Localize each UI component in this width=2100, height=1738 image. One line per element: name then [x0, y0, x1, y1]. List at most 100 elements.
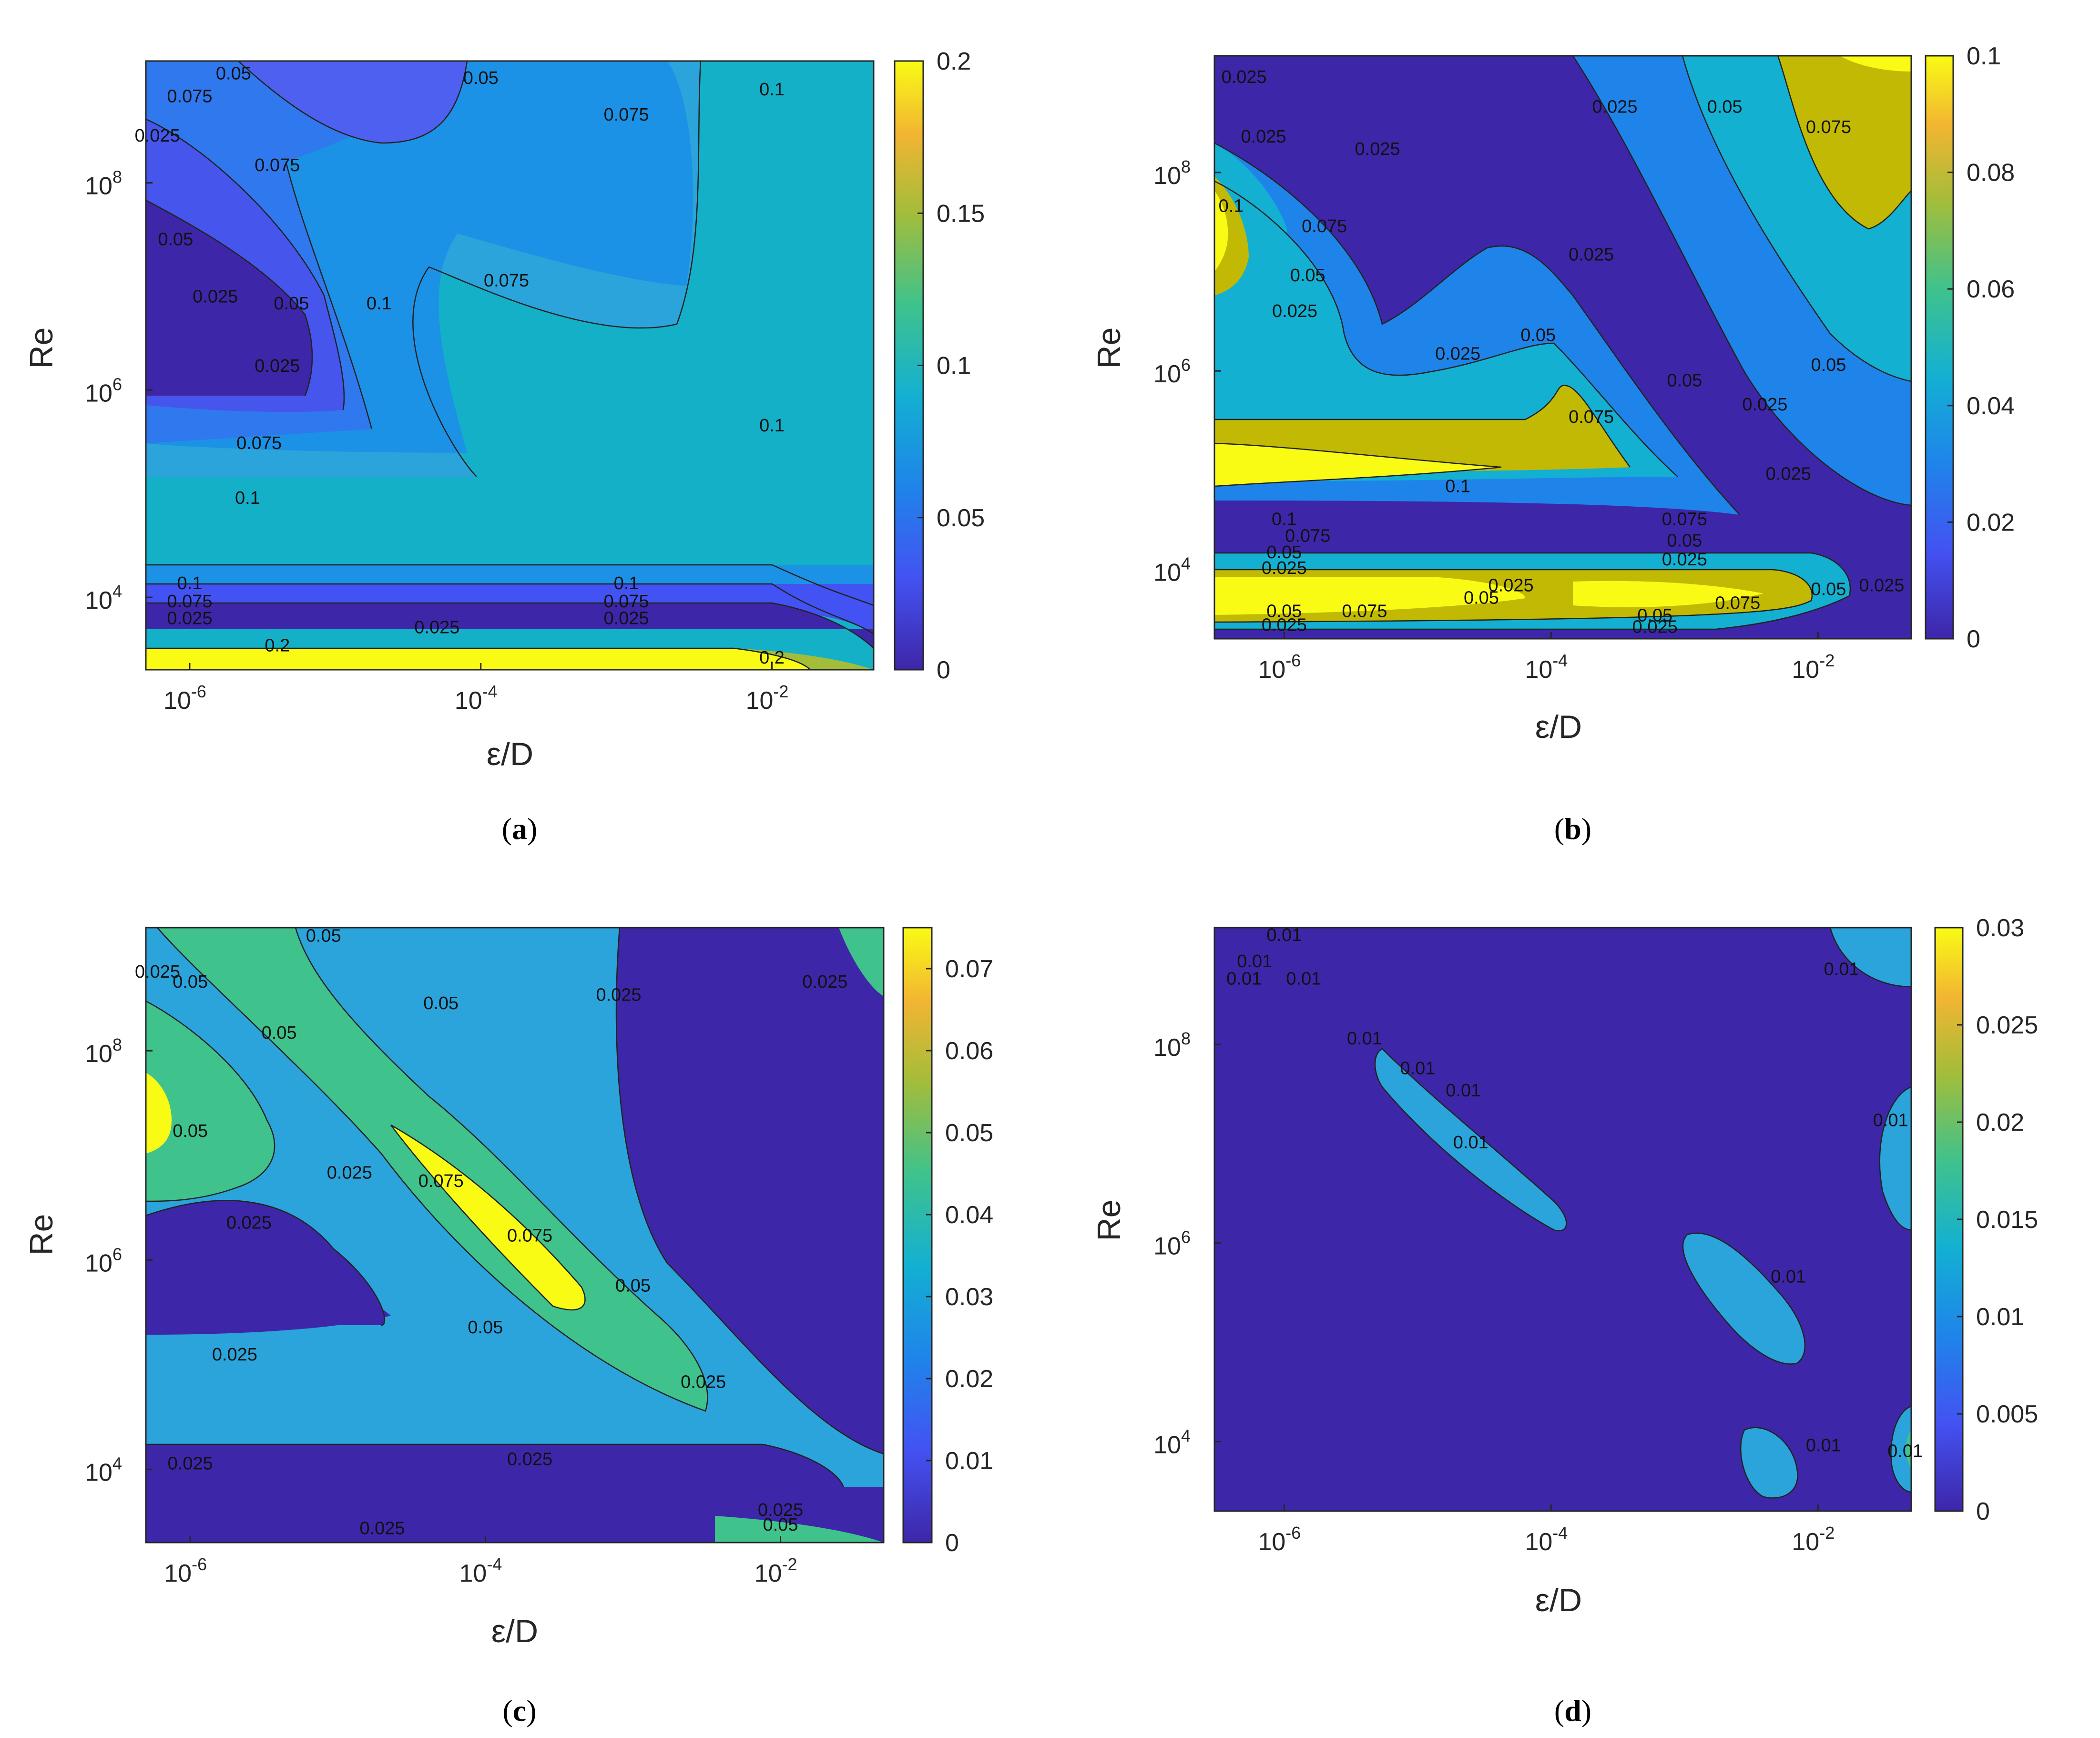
contour-label: 0.05	[173, 1121, 208, 1141]
y-tick-label: 108	[1153, 1029, 1191, 1062]
contour-label: 0.025	[1355, 139, 1400, 159]
colorbar-tick-label: 0.1	[937, 352, 971, 380]
contour-label: 0.025	[1742, 395, 1787, 415]
x-tick-label: 10-2	[1792, 1523, 1835, 1556]
colorbar-tick-label: 0.04	[1967, 392, 2015, 420]
contour-label: 0.075	[1715, 593, 1760, 613]
colorbar-tick-label: 0.05	[945, 1119, 993, 1147]
contour-label: 0.075	[167, 592, 212, 612]
contour-label: 0.05	[1667, 531, 1702, 551]
contour-label: 0.025	[359, 1519, 405, 1539]
contour-label: 0.01	[1824, 959, 1859, 979]
y-axis-label-a: Re	[23, 327, 60, 369]
contour-label: 0.025	[1859, 576, 1904, 596]
colorbar-c	[902, 927, 933, 1544]
caption-d: (d)	[1554, 1694, 1591, 1728]
contour-label: 0.05	[274, 294, 309, 314]
y-tick-label: 106	[1153, 1227, 1191, 1260]
colorbar-tick-label: 0.15	[937, 200, 985, 227]
contour-label: 0.05	[1266, 542, 1302, 562]
contour-label: 0.075	[484, 271, 529, 291]
contour-label: 0.025	[1262, 558, 1307, 578]
contour-label: 0.025	[1222, 67, 1267, 87]
colorbar-tick-label: 0.02	[1967, 509, 2015, 536]
contour-label: 0.025	[1662, 550, 1707, 570]
colorbar-tick-label: 0.01	[945, 1447, 993, 1475]
contour-label: 0.025	[327, 1163, 372, 1183]
contour-label: 0.05	[173, 972, 208, 992]
contour-label: 0.05	[1811, 355, 1846, 375]
contour-label: 0.1	[1272, 509, 1297, 529]
y-tick-label: 106	[85, 1244, 122, 1277]
contour-label: 0.025	[596, 985, 641, 1005]
colorbar-tick-label: 0.025	[1976, 1012, 2038, 1039]
panel-d: 0.010.010.010.010.010.010.010.010.010.01…	[1091, 914, 2038, 1728]
panel-c: 0.05 0.025 0.05 0.05 0.05 0.025 0.025 0.05 0.025…	[23, 926, 993, 1728]
colorbar-tick-label: 0.02	[1976, 1109, 2024, 1136]
contour-label: 0.1	[614, 573, 639, 593]
y-tick-label: 104	[1153, 553, 1191, 586]
y-tick-label: 106	[1153, 355, 1191, 388]
contour-label: 0.075	[1806, 117, 1851, 137]
contour-label: 0.1	[759, 80, 785, 100]
x-axis-label-c: ε/D	[491, 1613, 538, 1649]
contour-label: 0.05	[615, 1276, 651, 1296]
colorbar-b	[1925, 55, 1954, 640]
contour-label: 0.01	[1237, 951, 1272, 971]
x-tick-label: 10-4	[1525, 1523, 1568, 1556]
panel-b: 0.0250.0250.10.0250.0750.050.0250.0250.0…	[1091, 42, 2015, 846]
contour-plot-b	[1214, 56, 1911, 639]
contour-label: 0.075	[507, 1226, 552, 1246]
y-tick-label: 106	[85, 374, 122, 407]
contour-label: 0.025	[1766, 464, 1811, 484]
x-tick-label: 10-6	[163, 682, 206, 715]
axes-frame-c	[145, 927, 885, 1544]
contour-label: 0.05	[1637, 605, 1672, 625]
contour-label: 0.075	[255, 155, 300, 175]
contour-label: 0.05	[1520, 325, 1556, 345]
contour-label: 0.05	[1464, 588, 1499, 608]
colorbar-tick-label: 0.1	[1967, 42, 2001, 70]
caption-b: (b)	[1554, 812, 1591, 846]
x-tick-label: 10-4	[455, 682, 498, 715]
colorbar-tick-label: 0.005	[1976, 1401, 2038, 1428]
colorbar-tick-label: 0.06	[1967, 276, 2015, 303]
contour-label: 0.1	[367, 294, 392, 314]
contour-label: 0.1	[1445, 477, 1470, 497]
contour-label: 0.075	[1662, 509, 1707, 529]
colorbar-tick-label: 0	[945, 1529, 959, 1557]
panel-a: 0.05 0.050.0750.10.0750.0250.0750.050.025…	[23, 48, 985, 846]
contour-label: 0.05	[306, 926, 341, 946]
contour-label: 0.01	[1266, 925, 1302, 945]
x-axis-label-b: ε/D	[1535, 709, 1582, 745]
contour-label: 0.025	[255, 356, 300, 376]
y-tick-label: 108	[1153, 157, 1191, 190]
contour-label: 0.075	[167, 86, 212, 106]
x-tick-label: 10-6	[164, 1554, 207, 1587]
contour-label: 0.05	[763, 1515, 798, 1535]
contour-label: 0.025	[1241, 127, 1286, 147]
contour-label: 0.1	[1219, 196, 1244, 216]
contour-label: 0.075	[236, 433, 282, 453]
contour-label: 0.05	[262, 1023, 297, 1043]
colorbar-tick-label: 0.04	[945, 1201, 993, 1229]
y-axis-label-d: Re	[1091, 1200, 1127, 1241]
contour-label: 0.025	[1632, 617, 1678, 637]
contour-label: 0.025	[681, 1372, 726, 1392]
contour-label: 0.025	[802, 972, 847, 992]
contour-label: 0.05	[216, 63, 251, 83]
colorbar-tick-label: 0	[1976, 1498, 1990, 1525]
contour-label: 0.01	[1226, 969, 1262, 989]
contour-label: 0.05	[463, 68, 499, 88]
contour-label: 0.075	[1569, 407, 1614, 427]
colorbar-tick-label: 0.2	[937, 48, 971, 75]
axes-frame-b	[1213, 55, 1912, 640]
contour-label: 0.01	[1806, 1436, 1841, 1456]
contour-label: 0.025	[167, 609, 212, 629]
colorbar-tick-label: 0.015	[1976, 1206, 2038, 1234]
contour-label: 0.05	[158, 229, 193, 249]
contour-label: 0.025	[1488, 576, 1534, 596]
contour-label: 0.01	[1400, 1059, 1435, 1079]
contour-label: 0.01	[1771, 1267, 1806, 1287]
contour-plot-c	[146, 928, 884, 1543]
